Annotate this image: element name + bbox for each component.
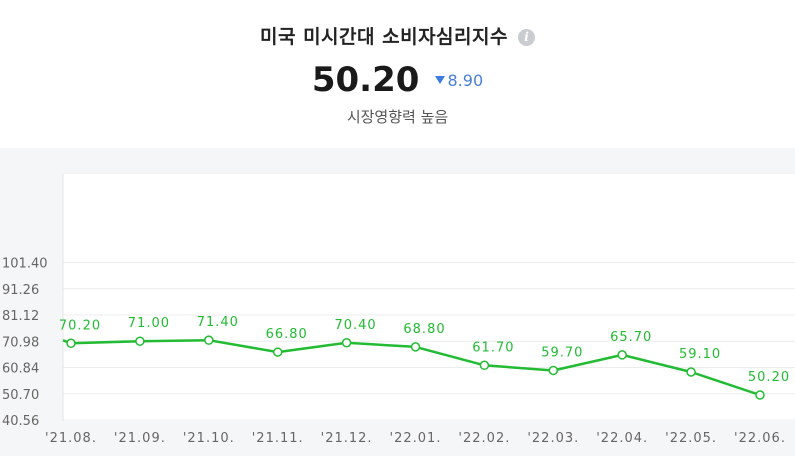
down-arrow-icon [434,75,445,84]
x-tick-label: '21.08. [45,431,97,446]
data-point [617,350,627,360]
data-label: 68.80 [403,322,445,337]
x-tick-label: '22.05. [665,431,717,446]
data-label: 71.00 [128,316,170,331]
y-tick-label: 81.12 [2,309,39,324]
value-row: 50.20 8.90 [0,60,795,100]
y-tick-label: 101.40 [2,257,48,272]
data-point [66,338,76,349]
data-point [272,347,283,357]
data-point [755,390,765,400]
data-point [686,367,696,377]
data-label: 50.20 [748,370,790,385]
data-label: 59.70 [541,345,583,360]
y-tick-label: 40.56 [2,414,39,429]
data-label: 66.80 [266,327,308,342]
title-row: 미국 미시간대 소비자심리지수 i [0,22,795,49]
data-point [479,360,490,371]
y-tick-label: 50.70 [2,388,39,403]
y-tick-label: 70.98 [2,335,39,350]
line-chart: 40.56 50.70 60.84 70.98 81.12 91.26 101.40 '21.… [2,174,795,446]
change-indicator: 8.90 [434,70,484,90]
data-label: 61.70 [472,340,514,355]
data-point [410,342,421,352]
change-value: 8.90 [447,70,484,90]
data-point [548,365,559,376]
x-tick-label: '21.11. [252,431,304,446]
y-tick-label: 91.26 [2,283,39,298]
chart-area: 40.56 50.70 60.84 70.98 81.12 91.26 101.40 '21.… [0,148,795,456]
x-tick-label: '22.02. [458,431,510,446]
data-label: 71.40 [197,315,239,330]
data-label: 65.70 [610,330,652,345]
data-label: 70.40 [334,318,376,333]
current-value: 50.20 [311,60,420,100]
data-point [341,338,352,348]
x-tick-label: '21.12. [321,431,373,446]
indicator-header: 미국 미시간대 소비자심리지수 i 50.20 8.90 시장영향력 높음 [0,0,795,148]
x-tick-label: '22.01. [390,431,442,446]
x-tick-label: '21.10. [183,431,235,446]
x-tick-label: '22.04. [596,431,648,446]
y-tick-label: 60.84 [2,362,39,377]
info-icon[interactable]: i [517,29,535,46]
data-label: 70.20 [59,318,101,333]
market-impact-label: 시장영향력 높음 [346,108,449,126]
indicator-title: 미국 미시간대 소비자심리지수 [260,26,508,48]
data-point [135,336,145,346]
data-label: 59.10 [679,347,721,362]
x-tick-label: '22.03. [527,431,579,446]
data-point [204,335,214,345]
plot-background [63,174,795,421]
x-tick-label: '21.09. [114,431,166,446]
x-tick-label: '22.06. [734,431,786,446]
